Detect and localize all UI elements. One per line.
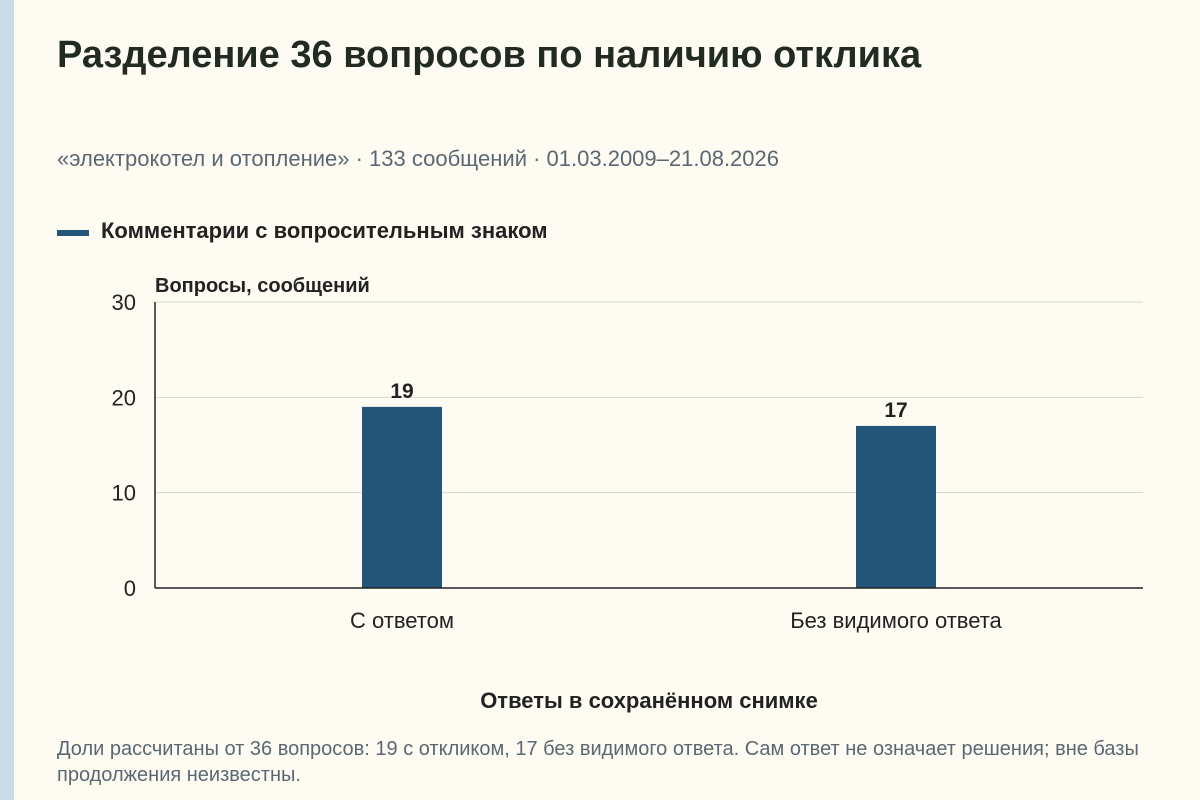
y-tick-label: 0 bbox=[124, 576, 136, 601]
bar-1 bbox=[362, 406, 442, 588]
y-tick-label: 30 bbox=[112, 290, 136, 315]
chart-subtitle: «электрокотел и отопление» · 133 сообщен… bbox=[57, 146, 779, 171]
y-tick-label: 20 bbox=[112, 385, 136, 410]
accent-stripe bbox=[0, 0, 14, 800]
y-tick-label: 10 bbox=[112, 481, 136, 506]
footnote: Доли рассчитаны от 36 вопросов: 19 с отк… bbox=[57, 738, 1139, 786]
x-axis-title: Ответы в сохранённом снимке bbox=[480, 688, 818, 713]
legend: Комментарии с вопросительным знаком bbox=[57, 218, 548, 244]
chart-title: Разделение 36 вопросов по наличию отклик… bbox=[57, 34, 922, 76]
legend-label: Комментарии с вопросительным знаком bbox=[101, 218, 548, 243]
bar-2 bbox=[856, 425, 936, 588]
x-category-label: Без видимого ответа bbox=[790, 608, 1002, 633]
x-category-label: С ответом bbox=[350, 608, 454, 633]
data-label: 17 bbox=[884, 399, 907, 422]
data-label: 19 bbox=[390, 380, 413, 403]
legend-swatch bbox=[57, 230, 89, 236]
y-axis-title: Вопросы, сообщений bbox=[155, 275, 370, 297]
bar-chart: 0 10 20 30 Вопросы, сообщений 19 С ответом 17 Бе… bbox=[112, 275, 1143, 713]
